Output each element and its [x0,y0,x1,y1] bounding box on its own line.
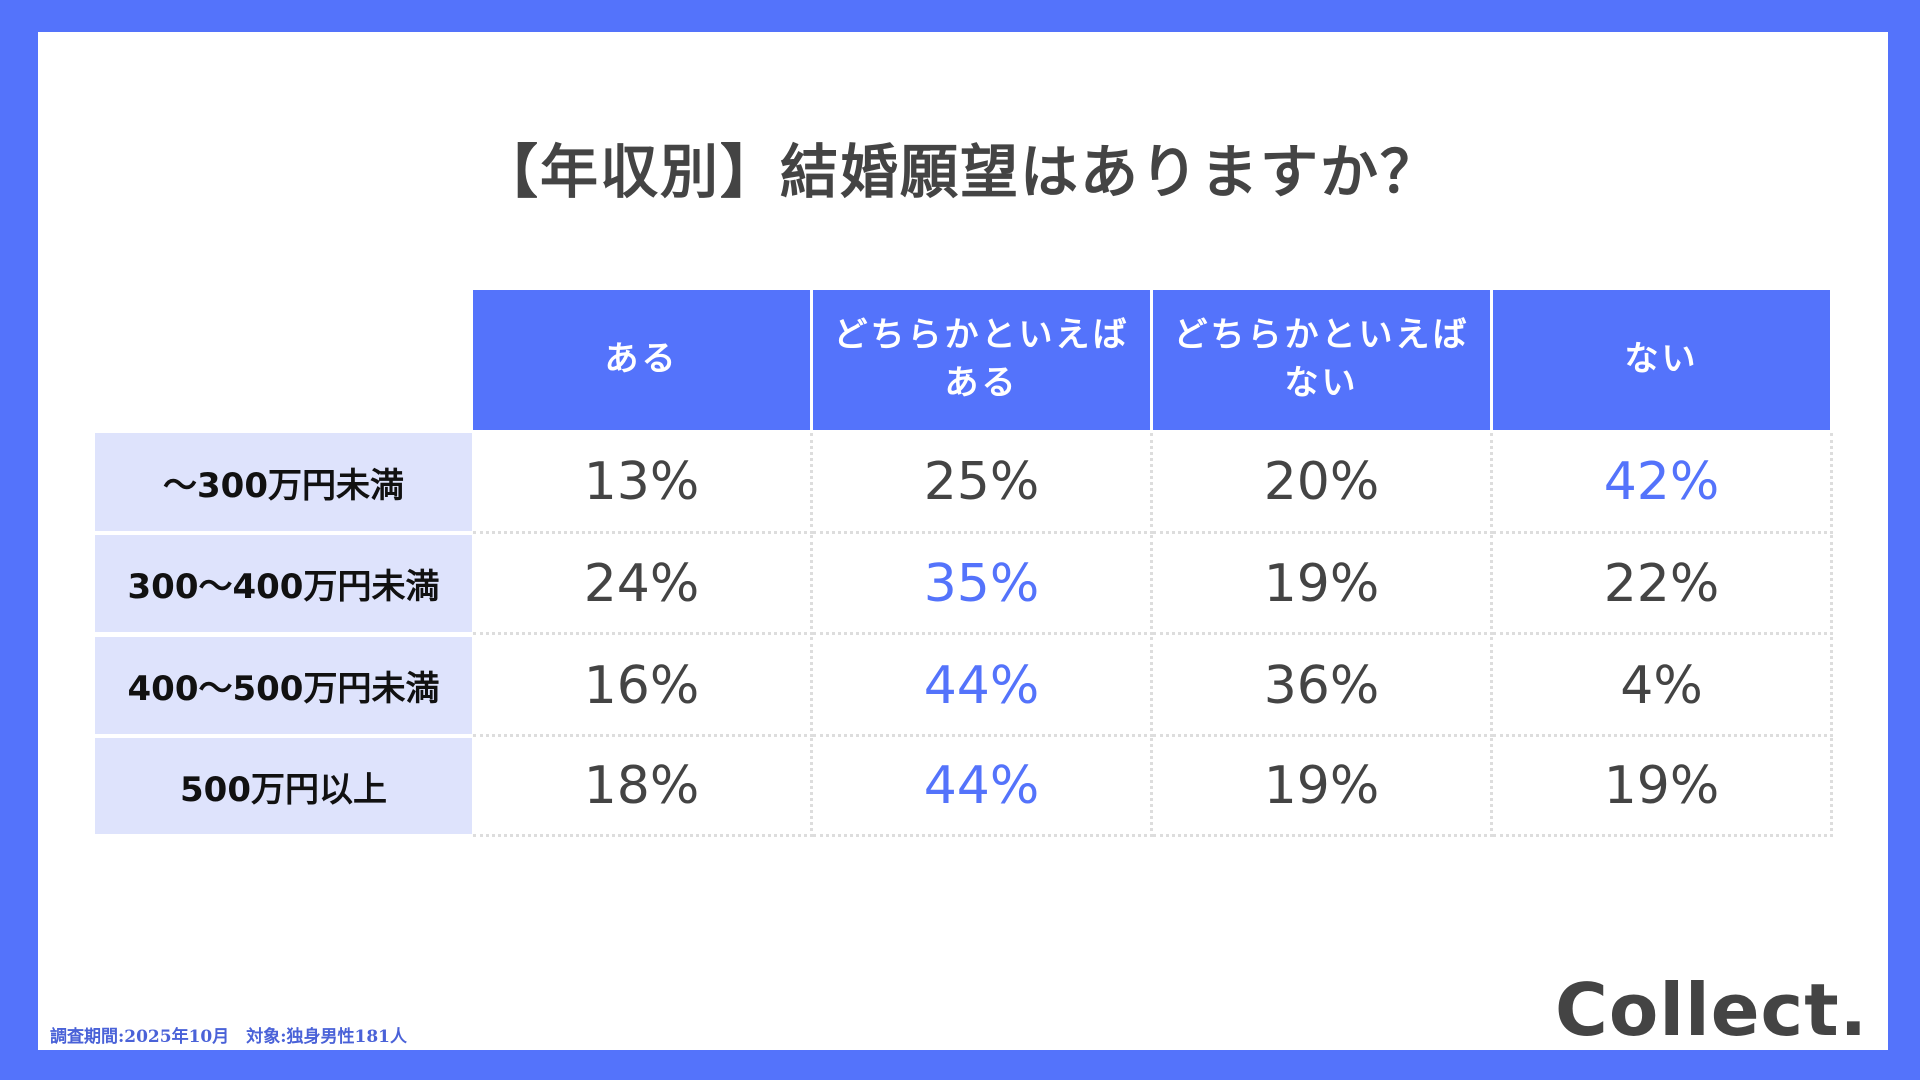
table-cell: 44% [813,738,1153,837]
table-cell: 18% [473,738,813,837]
table-cell: 13% [473,433,813,534]
table-cell: 42% [1493,433,1833,534]
column-header: ある [473,290,810,430]
table-cell: 35% [813,535,1153,635]
table-cell: 19% [1153,535,1493,635]
row-label: 〜300万円未満 [95,433,472,531]
table-cell: 24% [473,535,813,635]
row-label: 500万円以上 [95,738,472,834]
table-cell: 36% [1153,637,1493,737]
collect-logo: Collect. [1555,968,1868,1052]
table-cell: 22% [1493,535,1833,635]
table-cell: 20% [1153,433,1493,534]
column-header: ない [1493,290,1830,430]
table-cell: 25% [813,433,1153,534]
column-header: どちらかといえば ない [1153,290,1490,430]
row-label: 300〜400万円未満 [95,535,472,632]
table-cell: 16% [473,637,813,737]
table-cell: 19% [1153,738,1493,837]
page-title: 【年収別】結婚願望はありますか？ [479,138,1440,206]
survey-footnote: 調査期間:2025年10月 対象:独身男性181人 [50,1027,408,1047]
table-cell: 19% [1493,738,1833,837]
table-cell: 44% [813,637,1153,737]
table-cell: 4% [1493,637,1833,737]
row-label: 400〜500万円未満 [95,637,472,734]
column-header: どちらかといえば ある [813,290,1150,430]
